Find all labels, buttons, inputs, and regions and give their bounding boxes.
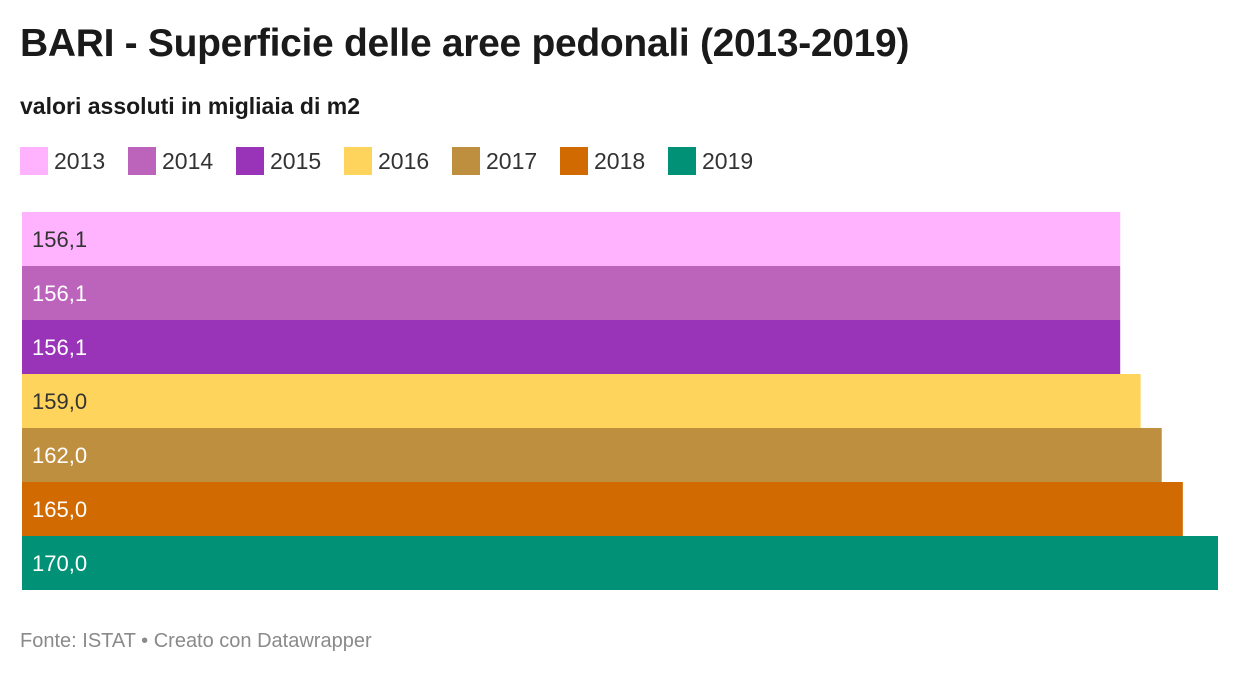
legend-swatch [452,147,480,175]
legend-label: 2019 [702,148,754,174]
legend-swatch [236,147,264,175]
bar-chart: 156,1 156,1 156,1 159,0 162,0 165,0 170,0 [22,212,1222,592]
bar-2016 [22,374,1141,428]
bar-2018 [22,482,1183,536]
legend-label: 2017 [486,148,538,174]
legend-swatch [560,147,588,175]
bar-value-label-2017: 162,0 [32,443,87,468]
bar-value-label-2014: 156,1 [32,281,87,306]
legend-label: 2013 [54,148,106,174]
bar-value-label-2015: 156,1 [32,335,87,360]
legend-label: 2014 [162,148,214,174]
bar-value-label-2018: 165,0 [32,497,87,522]
bar-2015 [22,320,1121,374]
bar-2014 [22,266,1121,320]
bar-2013 [22,212,1121,266]
chart-title: BARI - Superficie delle aree pedonali (2… [20,22,910,65]
chart-subtitle: valori assoluti in migliaia di m2 [20,93,360,119]
legend-swatch [20,147,48,175]
bar-value-label-2016: 159,0 [32,389,87,414]
bar-value-label-2019: 170,0 [32,551,87,576]
bar-2017 [22,428,1162,482]
bar-chart-svg: 156,1 156,1 156,1 159,0 162,0 165,0 170,0 [22,212,1218,590]
source-footer: Fonte: ISTAT • Creato con Datawrapper [20,630,372,652]
legend-label: 2018 [594,148,646,174]
legend-swatch [344,147,372,175]
legend-label: 2015 [270,148,322,174]
legend-label: 2016 [378,148,430,174]
bar-2019 [22,536,1218,590]
legend-swatch [128,147,156,175]
bar-value-label-2013: 156,1 [32,227,87,252]
legend-swatch [668,147,696,175]
